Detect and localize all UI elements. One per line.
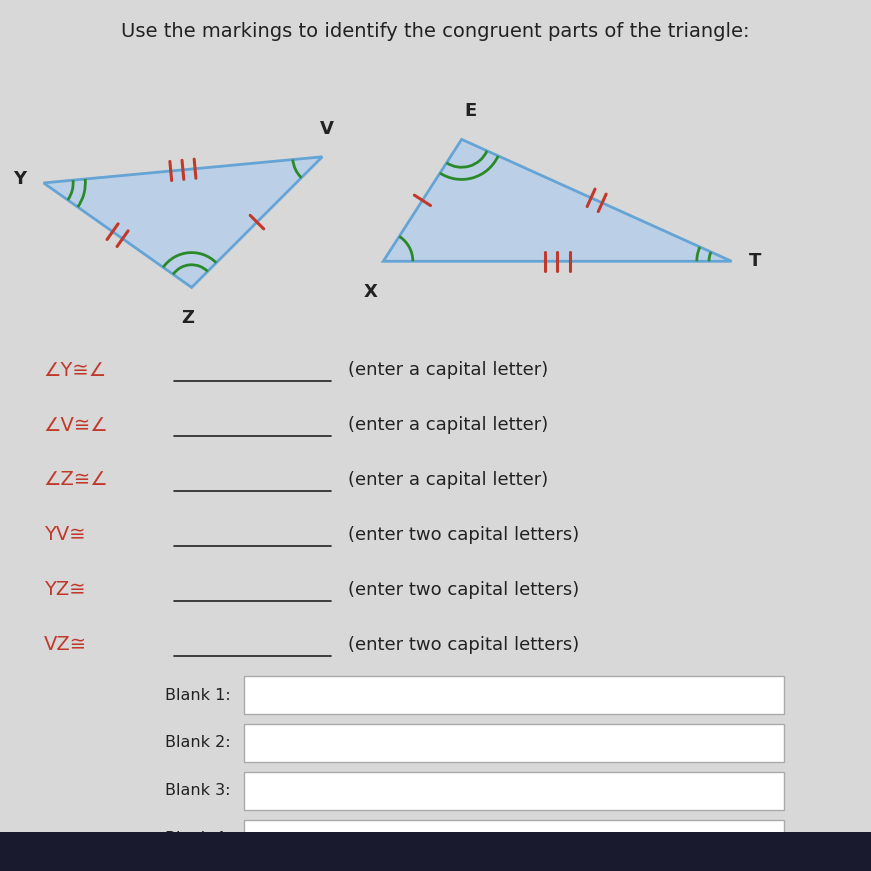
FancyBboxPatch shape xyxy=(244,676,784,714)
Text: (enter two capital letters): (enter two capital letters) xyxy=(348,581,579,598)
Text: ∠Y≅∠: ∠Y≅∠ xyxy=(44,361,107,380)
Text: Blank 3:: Blank 3: xyxy=(165,783,231,799)
Text: (enter two capital letters): (enter two capital letters) xyxy=(348,636,579,653)
Text: VZ≅: VZ≅ xyxy=(44,635,87,654)
Text: Y: Y xyxy=(13,170,26,187)
Text: YV≅: YV≅ xyxy=(44,525,85,544)
Text: Blank 2:: Blank 2: xyxy=(165,735,231,751)
Text: (enter a capital letter): (enter a capital letter) xyxy=(348,471,549,489)
FancyBboxPatch shape xyxy=(244,820,784,858)
Text: ∠Z≅∠: ∠Z≅∠ xyxy=(44,470,108,490)
Text: ∠V≅∠: ∠V≅∠ xyxy=(44,415,108,435)
Text: X: X xyxy=(363,283,377,301)
Text: Use the markings to identify the congruent parts of the triangle:: Use the markings to identify the congrue… xyxy=(121,22,750,41)
Polygon shape xyxy=(383,139,732,261)
Text: YZ≅: YZ≅ xyxy=(44,580,85,599)
Bar xyxy=(0,832,871,871)
FancyBboxPatch shape xyxy=(244,772,784,810)
Text: T: T xyxy=(749,253,761,270)
FancyBboxPatch shape xyxy=(244,724,784,762)
Text: (enter a capital letter): (enter a capital letter) xyxy=(348,361,549,379)
Text: (enter a capital letter): (enter a capital letter) xyxy=(348,416,549,434)
Text: V: V xyxy=(320,119,334,138)
Text: (enter two capital letters): (enter two capital letters) xyxy=(348,526,579,544)
Polygon shape xyxy=(44,157,322,287)
Text: Z: Z xyxy=(181,309,193,327)
Text: E: E xyxy=(464,102,476,120)
Text: Blank 4:: Blank 4: xyxy=(165,831,231,847)
Text: Blank 1:: Blank 1: xyxy=(165,687,231,703)
